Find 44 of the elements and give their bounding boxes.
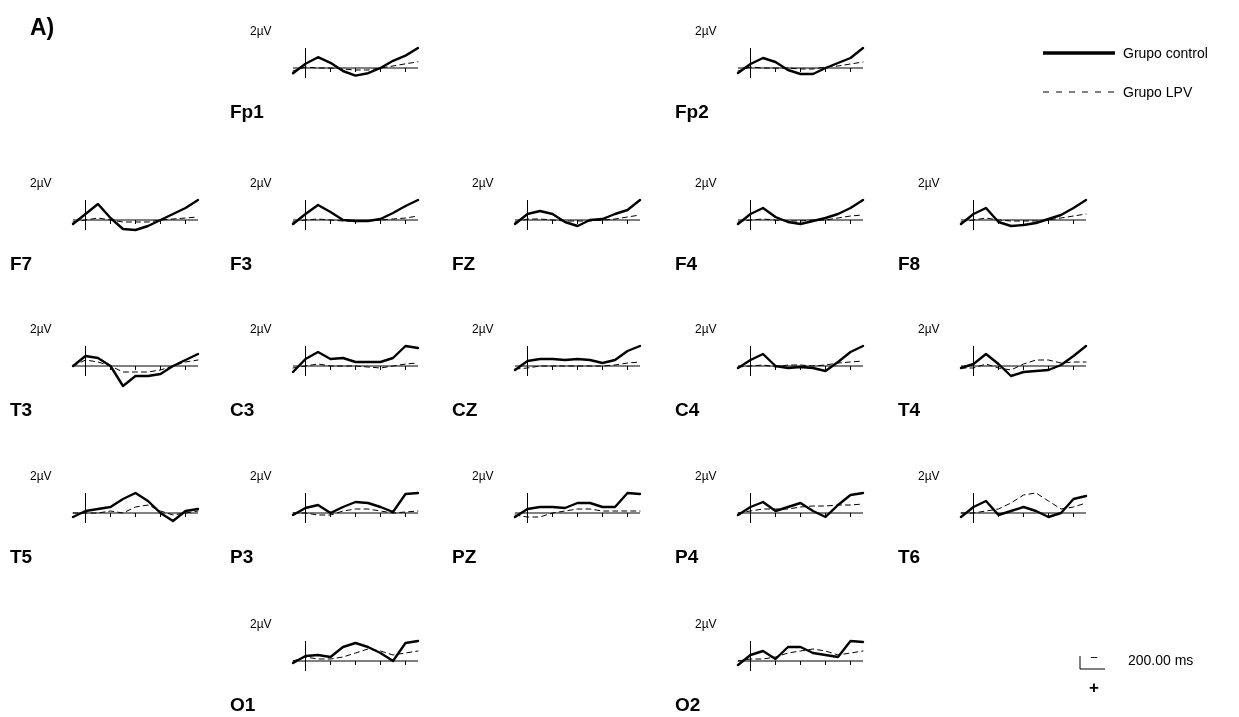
text: F4	[675, 253, 698, 274]
text: O1	[230, 694, 256, 715]
y-axis-title: 2µV	[918, 469, 940, 483]
y-axis-title: 2µV	[250, 322, 272, 336]
text: PZ	[452, 546, 477, 567]
y-axis-title: 2µV	[472, 322, 494, 336]
text: F8	[898, 253, 921, 274]
y-axis-title: 2µV	[695, 24, 717, 38]
text: Fp2	[675, 101, 709, 122]
y-axis-title: 2µV	[472, 176, 494, 190]
text: CZ	[452, 399, 478, 420]
text: Fp1	[230, 101, 265, 122]
text: F3	[230, 253, 253, 274]
text: T3	[10, 399, 33, 420]
y-axis-title: 2µV	[250, 24, 272, 38]
y-axis-title: 2µV	[918, 176, 940, 190]
text: F7	[10, 253, 33, 274]
text: Grupo LPV	[1123, 84, 1193, 100]
y-axis-title: 2µV	[250, 176, 272, 190]
y-axis-title: 2µV	[30, 176, 52, 190]
text: FZ	[452, 253, 476, 274]
text: C4	[675, 399, 700, 420]
y-axis-title: 2µV	[472, 469, 494, 483]
text: A)	[30, 14, 55, 40]
text: O2	[675, 694, 701, 715]
y-axis-title: 2µV	[695, 617, 717, 631]
text: +	[1089, 678, 1100, 697]
text: P4	[675, 546, 699, 567]
y-axis-title: 2µV	[695, 469, 717, 483]
text: Grupo control	[1123, 45, 1208, 61]
y-axis-title: 2µV	[250, 617, 272, 631]
text: −	[1090, 650, 1098, 665]
text: T5	[10, 546, 33, 567]
text: T6	[898, 546, 921, 567]
y-axis-title: 2µV	[695, 322, 717, 336]
y-axis-title: 2µV	[30, 322, 52, 336]
text: C3	[230, 399, 255, 420]
text: 200.00 ms	[1128, 652, 1194, 668]
y-axis-title: 2µV	[918, 322, 940, 336]
y-axis-title: 2µV	[30, 469, 52, 483]
text: P3	[230, 546, 254, 567]
y-axis-title: 2µV	[250, 469, 272, 483]
y-axis-title: 2µV	[695, 176, 717, 190]
text: T4	[898, 399, 921, 420]
